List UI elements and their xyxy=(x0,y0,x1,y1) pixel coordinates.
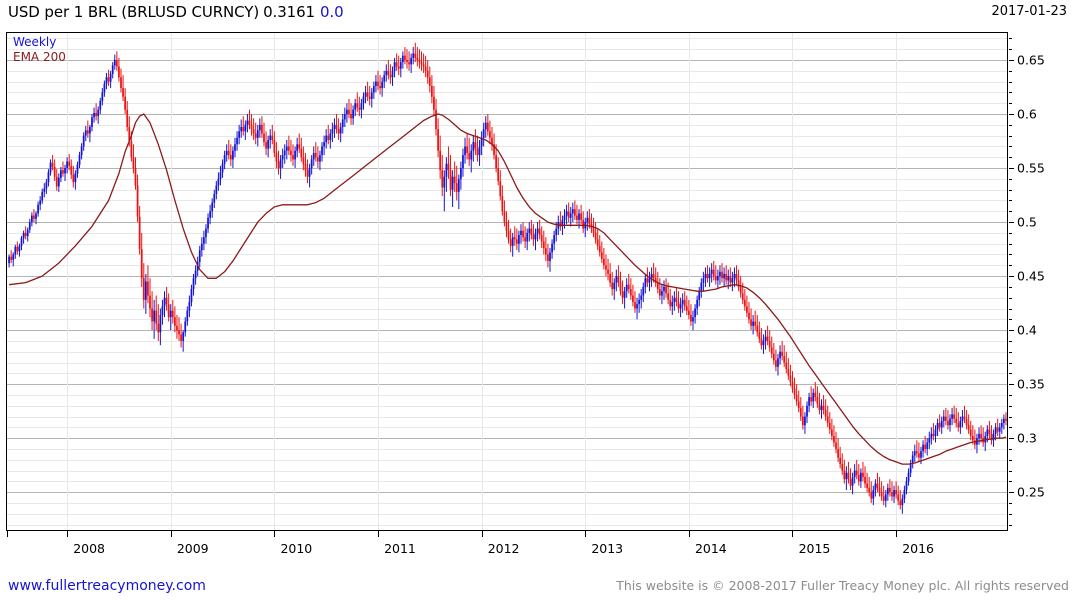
x-tick-label: 2011 xyxy=(384,541,416,556)
x-tick-mark xyxy=(481,531,483,537)
y-tick-label: 0.4 xyxy=(1017,322,1037,338)
chart-title: USD per 1 BRL (BRLUSD CURNCY) 0.3161 0.0 xyxy=(8,3,344,21)
y-tick-mark xyxy=(1009,103,1012,105)
y-tick-label: 0.6 xyxy=(1017,106,1037,122)
y-tick-mark xyxy=(1009,513,1012,515)
chart-header: USD per 1 BRL (BRLUSD CURNCY) 0.3161 0.0 2… xyxy=(0,0,1075,30)
y-tick-mark xyxy=(1009,286,1012,288)
x-tick-label: 2016 xyxy=(902,541,935,556)
y-tick-mark xyxy=(1009,502,1012,504)
y-tick-mark xyxy=(1009,481,1012,483)
x-tick-mark xyxy=(792,531,794,537)
y-tick-mark xyxy=(1009,178,1012,180)
y-tick-mark xyxy=(1009,416,1012,418)
x-tick-label: 2009 xyxy=(176,541,209,556)
y-tick-mark xyxy=(1009,470,1012,472)
y-tick-mark xyxy=(1009,492,1014,494)
y-tick-label: 0.45 xyxy=(1017,268,1045,284)
y-tick-mark xyxy=(1009,92,1012,94)
x-tick-mark xyxy=(67,531,69,537)
y-tick-mark xyxy=(1009,427,1012,429)
chart-plot-frame[interactable]: Weekly EMA 200 xyxy=(6,32,1008,531)
y-tick-mark xyxy=(1009,211,1012,213)
y-tick-mark xyxy=(1009,276,1014,278)
y-tick-mark xyxy=(1009,189,1012,191)
y-tick-mark xyxy=(1009,81,1012,83)
y-tick-mark xyxy=(1009,49,1012,51)
y-tick-label: 0.25 xyxy=(1017,484,1045,500)
y-tick-mark xyxy=(1009,448,1012,450)
chart-date: 2017-01-23 xyxy=(991,4,1067,19)
y-tick-mark xyxy=(1009,60,1014,61)
x-tick-mark xyxy=(585,531,587,537)
x-tick-label: 2014 xyxy=(694,541,727,556)
y-tick-mark xyxy=(1009,200,1012,202)
y-tick-mark xyxy=(1009,135,1012,137)
y-tick-mark xyxy=(1009,146,1012,148)
x-axis: 2008 2009 2010 2011 2012 2013 2014 2015 2016 xyxy=(6,531,1008,561)
x-tick-label: 2012 xyxy=(487,541,520,556)
y-tick-mark xyxy=(1009,330,1014,332)
y-tick-mark xyxy=(1009,70,1012,72)
x-tick-mark xyxy=(688,531,690,537)
x-tick-label: 2013 xyxy=(591,541,624,556)
y-tick-label: 0.5 xyxy=(1017,214,1037,230)
chart-gridlines xyxy=(7,33,1007,530)
y-tick-label: 0.35 xyxy=(1017,376,1045,392)
x-tick-mark xyxy=(170,531,172,537)
y-tick-mark xyxy=(1009,114,1014,116)
y-tick-mark xyxy=(1009,362,1012,364)
y-tick-mark xyxy=(1009,405,1012,407)
y-tick-mark xyxy=(1009,384,1014,386)
y-tick-mark xyxy=(1009,254,1012,256)
last-price: 0.3161 xyxy=(263,3,315,21)
plot-area[interactable] xyxy=(7,33,1007,530)
y-tick-mark xyxy=(1009,38,1012,40)
x-tick-label: 2010 xyxy=(280,541,313,556)
y-tick-mark xyxy=(1009,124,1012,126)
instrument-title: USD per 1 BRL (BRLUSD CURNCY) xyxy=(8,3,260,21)
y-tick-mark xyxy=(1009,265,1012,267)
y-tick-mark xyxy=(1009,459,1012,461)
price-change: 0.0 xyxy=(319,3,344,21)
y-tick-mark xyxy=(1009,394,1012,396)
y-tick-mark xyxy=(1009,243,1012,245)
y-tick-mark xyxy=(1009,373,1012,375)
chart-series xyxy=(8,42,1007,514)
y-tick-mark xyxy=(1009,524,1012,526)
y-tick-mark xyxy=(1009,297,1012,299)
y-tick-mark xyxy=(1009,168,1014,170)
y-axis: 0.25 0.3 0.35 0.4 0.45 0.5 0.55 0.6 0.65 xyxy=(1009,32,1071,531)
x-tick-mark xyxy=(7,531,8,537)
y-tick-mark xyxy=(1009,351,1012,353)
site-url[interactable]: www.fullertreacymoney.com xyxy=(8,578,206,594)
x-tick-mark xyxy=(377,531,379,537)
x-tick-mark xyxy=(274,531,276,537)
y-tick-label: 0.65 xyxy=(1017,52,1045,68)
y-tick-mark xyxy=(1009,319,1012,321)
y-tick-mark xyxy=(1009,157,1012,159)
x-tick-label: 2015 xyxy=(798,541,831,556)
y-tick-mark xyxy=(1009,232,1012,234)
y-tick-mark xyxy=(1009,438,1014,440)
copyright-notice: This website is © 2008-2017 Fuller Treac… xyxy=(616,578,1069,593)
x-tick-label: 2008 xyxy=(73,541,105,556)
y-tick-mark xyxy=(1009,340,1012,342)
y-tick-label: 0.55 xyxy=(1017,160,1045,176)
x-tick-mark xyxy=(896,531,898,537)
y-tick-mark xyxy=(1009,222,1014,224)
y-tick-mark xyxy=(1009,308,1012,310)
y-tick-label: 0.3 xyxy=(1017,430,1037,446)
